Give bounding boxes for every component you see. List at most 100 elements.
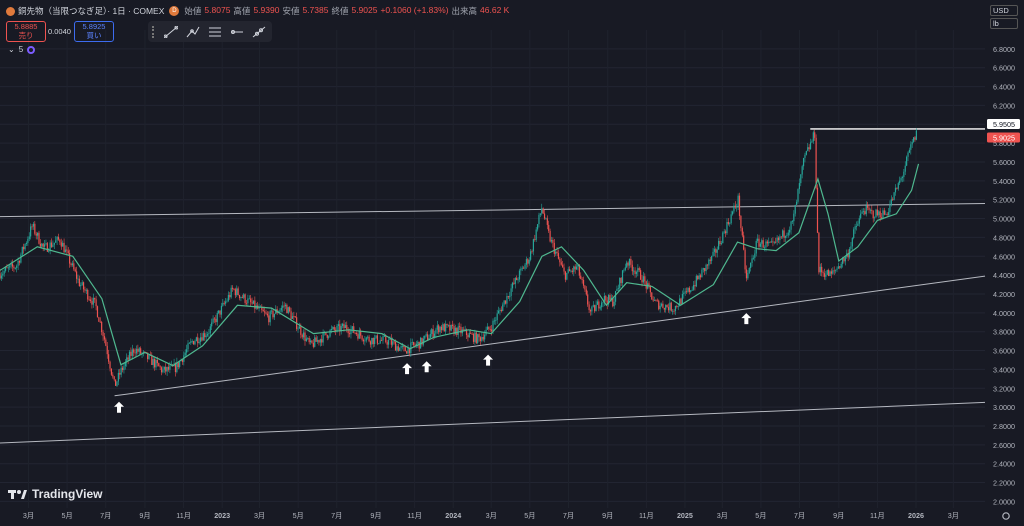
resistance-price-tag xyxy=(987,118,1020,129)
candle-body xyxy=(855,225,858,227)
candle-body xyxy=(362,339,365,342)
currency-selector[interactable]: USD xyxy=(990,5,1018,16)
candle-body xyxy=(438,325,440,333)
candle-body xyxy=(131,349,133,356)
candle-body xyxy=(48,250,50,252)
tradingview-logo[interactable]: TradingView xyxy=(8,487,102,501)
candle-body xyxy=(724,231,727,234)
trend-line-icon[interactable] xyxy=(162,24,180,40)
candle-body xyxy=(378,343,380,345)
time-axis[interactable]: 3月 5月 7月 9月 11月 2023 3月 5月 7月 9月 11月 2024 3月 5月 7月 9月 11… xyxy=(23,511,1010,520)
candle-body xyxy=(401,346,404,347)
candle-body xyxy=(624,267,626,270)
symbol-title[interactable]: 銅先物（当限つなぎ足）· 1日 · COMEX xyxy=(18,6,165,16)
candle-body xyxy=(218,310,220,313)
candle-body xyxy=(343,323,345,329)
candle-body xyxy=(509,296,511,298)
candle-body xyxy=(445,323,447,332)
indicator-visibility-icon[interactable] xyxy=(27,45,36,54)
candle-body xyxy=(545,218,547,220)
candle-body xyxy=(516,277,518,281)
symbol-header: 銅先物（当限つなぎ足）· 1日 · COMEX D 始値 5.8075 高値 5… xyxy=(6,5,509,17)
candle-body xyxy=(850,246,852,249)
candle-body xyxy=(745,269,748,279)
candle-body xyxy=(883,210,885,215)
price-axis[interactable]: 2.0000 2.2000 2.4000 2.6000 2.8000 3.0000 3.20… xyxy=(987,45,1020,507)
candle-body xyxy=(192,341,195,345)
candle-body xyxy=(199,337,202,342)
candle-body xyxy=(138,348,140,352)
candle-body xyxy=(417,341,419,344)
candle-body xyxy=(105,339,107,346)
candle-body xyxy=(463,329,465,331)
candle-body xyxy=(737,195,739,207)
candle-body xyxy=(300,326,302,335)
candle-body xyxy=(392,341,394,345)
horizontal-ray-icon[interactable] xyxy=(228,24,246,40)
candle-body xyxy=(571,270,573,272)
candle-body xyxy=(574,266,576,270)
candle-body xyxy=(839,266,841,268)
candle-body xyxy=(478,334,480,338)
low-value: 5.7385 xyxy=(302,5,329,15)
candle-body xyxy=(804,154,806,158)
candle-body xyxy=(567,269,569,273)
candle-body xyxy=(899,180,901,184)
candle-body xyxy=(532,239,534,252)
x-tick-label: 11月 xyxy=(870,511,885,520)
candle-body xyxy=(190,341,192,343)
chevron-down-icon[interactable]: ⌄ xyxy=(8,45,15,54)
candle-body xyxy=(535,229,537,240)
candle-body xyxy=(631,264,633,272)
candle-body xyxy=(372,337,374,344)
settings-gear-icon[interactable] xyxy=(1002,512,1010,520)
candle-body xyxy=(555,251,557,254)
unit-selector[interactable]: lb xyxy=(990,18,1018,29)
candle-body xyxy=(507,296,509,298)
candle-body xyxy=(655,300,657,301)
y-tick-label: 5.2000 xyxy=(993,196,1015,205)
candle-body xyxy=(876,209,878,216)
extended-line-icon[interactable] xyxy=(250,24,268,40)
drag-handle-icon[interactable] xyxy=(152,25,158,38)
sell-button[interactable]: 5.8885 売り xyxy=(6,21,46,42)
candle-body xyxy=(371,337,373,345)
candle-body xyxy=(7,267,9,269)
candle-body xyxy=(21,246,23,255)
candle-body xyxy=(43,244,46,247)
candle-body xyxy=(868,207,870,211)
buy-button[interactable]: 5.8925 買い xyxy=(74,21,114,42)
candle-body xyxy=(816,187,819,233)
high-label: 高値 xyxy=(233,6,251,16)
candle-body xyxy=(325,331,327,335)
candle-body xyxy=(386,342,388,345)
candle-body xyxy=(294,316,296,318)
x-tick-label: 5月 xyxy=(755,511,766,520)
candle-body xyxy=(784,235,787,238)
candle-body xyxy=(275,309,277,314)
candle-body xyxy=(766,241,768,244)
candle-body xyxy=(520,268,522,271)
candle-body xyxy=(106,345,108,355)
candle-body xyxy=(666,305,668,308)
candle-body xyxy=(134,352,136,354)
candle-body xyxy=(500,309,502,312)
candle-body xyxy=(530,251,532,260)
candle-body xyxy=(446,323,448,326)
candle-body xyxy=(167,367,170,370)
candle-body xyxy=(502,304,504,312)
candle-body xyxy=(332,327,334,329)
multi-line-icon[interactable] xyxy=(184,24,202,40)
parallel-channel-icon[interactable] xyxy=(206,24,224,40)
candle-body xyxy=(123,366,125,371)
x-tick-label: 9月 xyxy=(833,511,844,520)
candle-body xyxy=(744,249,746,270)
candle-body xyxy=(353,326,355,333)
candle-body xyxy=(348,333,351,335)
indicator-legend[interactable]: ⌄ 5 xyxy=(8,45,36,54)
candle-body xyxy=(871,209,873,212)
candle-body xyxy=(559,258,561,263)
candle-body xyxy=(538,214,540,225)
y-tick-label: 3.0000 xyxy=(993,403,1015,412)
